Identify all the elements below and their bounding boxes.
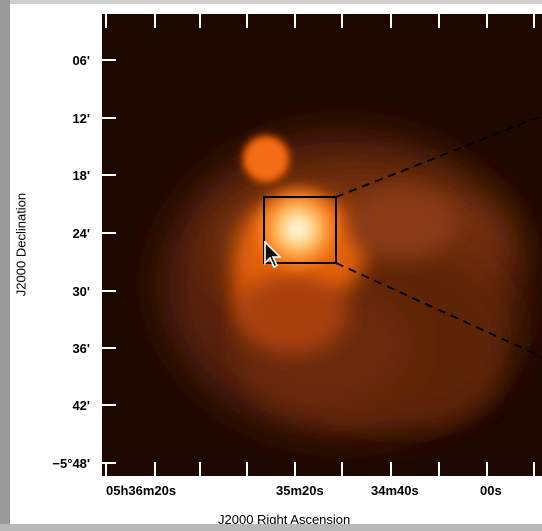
y-tick-label: 12' — [72, 111, 90, 126]
window-frame-bottom — [0, 524, 542, 531]
zoom-connector-upper — [335, 115, 542, 198]
zoom-connector-lower — [335, 262, 542, 358]
tick-marks — [102, 14, 535, 476]
y-axis-title: J2000 Declination — [13, 192, 29, 297]
y-tick-label: 42' — [72, 398, 90, 413]
sky-image-canvas — [102, 14, 542, 476]
x-tick-label: 35m20s — [276, 483, 324, 498]
window-frame-left — [0, 0, 10, 531]
y-tick-label: 24' — [72, 226, 90, 241]
y-tick-label: 36' — [72, 341, 90, 356]
x-tick-label: 00s — [480, 483, 502, 498]
y-tick-label: 06' — [72, 53, 90, 68]
nebula-emission — [162, 134, 522, 434]
x-tick-label: 05h36m20s — [106, 483, 177, 498]
sky-image-plot[interactable] — [102, 14, 542, 476]
x-axis-title: J2000 Right Ascension — [218, 512, 351, 527]
y-tick-label: 18' — [72, 168, 90, 183]
y-tick-label: −5°48' — [52, 456, 90, 471]
y-tick-label: 30' — [72, 284, 90, 299]
zoom-region-box[interactable] — [263, 196, 337, 264]
x-tick-label: 34m40s — [371, 483, 419, 498]
window-frame-top — [0, 0, 542, 4]
arrow-cursor-icon — [264, 241, 282, 269]
